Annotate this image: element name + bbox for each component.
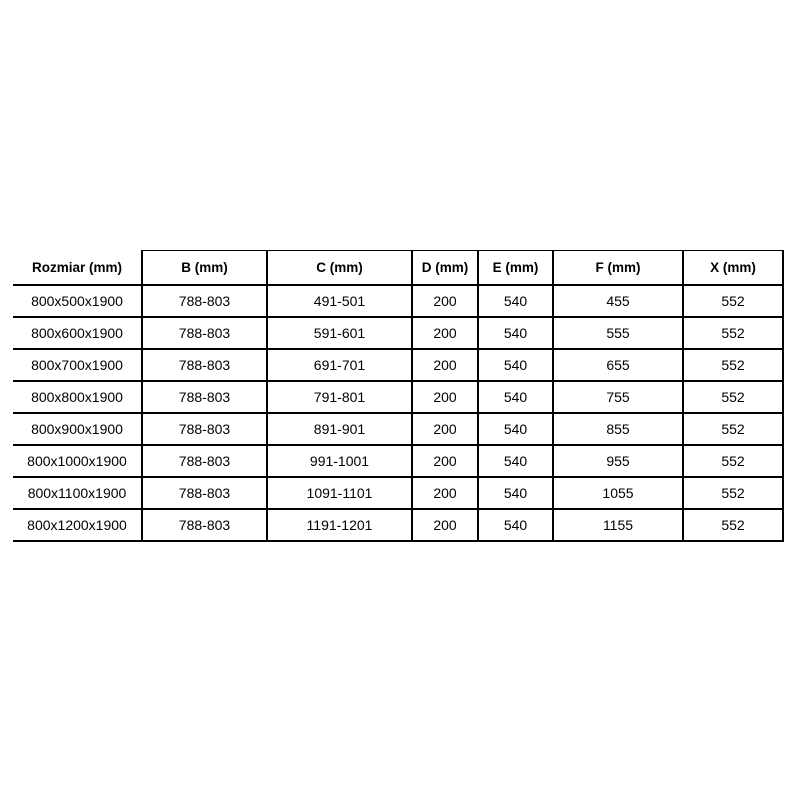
table-cell: 540 (478, 285, 554, 318)
table-cell: 655 (553, 349, 684, 382)
table-cell: 800x500x1900 (13, 285, 143, 318)
table-cell: 552 (683, 477, 784, 510)
table-cell: 755 (553, 381, 684, 414)
table-header-row: Rozmiar (mm) B (mm) C (mm) D (mm) E (mm) F (m… (13, 250, 784, 286)
table-cell: 552 (683, 285, 784, 318)
table-cell: 955 (553, 445, 684, 478)
table-cell: 788-803 (142, 381, 268, 414)
table-row: 800x500x1900 788-803 491-501 200 540 455 552 (13, 285, 784, 318)
table-cell: 591-601 (267, 317, 413, 350)
table-cell: 991-1001 (267, 445, 413, 478)
table-cell: 788-803 (142, 285, 268, 318)
table-cell: 800x600x1900 (13, 317, 143, 350)
column-header-e: E (mm) (478, 250, 554, 286)
table-cell: 540 (478, 317, 554, 350)
table-cell: 540 (478, 477, 554, 510)
table-cell: 540 (478, 413, 554, 446)
table-cell: 800x1200x1900 (13, 509, 143, 542)
table-row: 800x700x1900 788-803 691-701 200 540 655 552 (13, 349, 784, 382)
table-cell: 540 (478, 445, 554, 478)
table-body: 800x500x1900 788-803 491-501 200 540 455 552 80… (13, 285, 784, 542)
table-cell: 540 (478, 509, 554, 542)
table-cell: 800x700x1900 (13, 349, 143, 382)
table-cell: 552 (683, 317, 784, 350)
table-cell: 1091-1101 (267, 477, 413, 510)
table-cell: 1191-1201 (267, 509, 413, 542)
table-cell: 455 (553, 285, 684, 318)
table-cell: 552 (683, 413, 784, 446)
table-cell: 1155 (553, 509, 684, 542)
table-cell: 200 (412, 285, 479, 318)
column-header-b: B (mm) (142, 250, 268, 286)
table-cell: 552 (683, 445, 784, 478)
table-cell: 788-803 (142, 317, 268, 350)
table-cell: 800x1000x1900 (13, 445, 143, 478)
table-cell: 800x1100x1900 (13, 477, 143, 510)
table-row: 800x1100x1900 788-803 1091-1101 200 540 1055 5… (13, 477, 784, 510)
table-cell: 691-701 (267, 349, 413, 382)
table-cell: 855 (553, 413, 684, 446)
column-header-x: X (mm) (683, 250, 784, 286)
table-cell: 540 (478, 381, 554, 414)
table-header: Rozmiar (mm) B (mm) C (mm) D (mm) E (mm) F (m… (13, 250, 784, 286)
table-cell: 788-803 (142, 349, 268, 382)
table-cell: 891-901 (267, 413, 413, 446)
size-table: Rozmiar (mm) B (mm) C (mm) D (mm) E (mm) F (m… (13, 250, 784, 542)
table-cell: 800x800x1900 (13, 381, 143, 414)
table-cell: 555 (553, 317, 684, 350)
table-cell: 552 (683, 509, 784, 542)
table-cell: 791-801 (267, 381, 413, 414)
table-cell: 788-803 (142, 445, 268, 478)
column-header-rozmiar: Rozmiar (mm) (13, 250, 143, 286)
table-row: 800x600x1900 788-803 591-601 200 540 555 552 (13, 317, 784, 350)
table-cell: 552 (683, 349, 784, 382)
table-row: 800x900x1900 788-803 891-901 200 540 855 552 (13, 413, 784, 446)
table-cell: 200 (412, 445, 479, 478)
table-cell: 788-803 (142, 477, 268, 510)
table-cell: 788-803 (142, 413, 268, 446)
table-cell: 800x900x1900 (13, 413, 143, 446)
table-cell: 788-803 (142, 509, 268, 542)
table-cell: 1055 (553, 477, 684, 510)
table-row: 800x800x1900 788-803 791-801 200 540 755 552 (13, 381, 784, 414)
table-row: 800x1200x1900 788-803 1191-1201 200 540 1155 5… (13, 509, 784, 542)
table-cell: 200 (412, 413, 479, 446)
table-cell: 552 (683, 381, 784, 414)
table-row: 800x1000x1900 788-803 991-1001 200 540 955 552 (13, 445, 784, 478)
column-header-f: F (mm) (553, 250, 684, 286)
table-cell: 200 (412, 381, 479, 414)
table-cell: 540 (478, 349, 554, 382)
column-header-c: C (mm) (267, 250, 413, 286)
table-cell: 200 (412, 349, 479, 382)
column-header-d: D (mm) (412, 250, 479, 286)
table-cell: 200 (412, 509, 479, 542)
table-cell: 200 (412, 317, 479, 350)
table-cell: 200 (412, 477, 479, 510)
table-cell: 491-501 (267, 285, 413, 318)
